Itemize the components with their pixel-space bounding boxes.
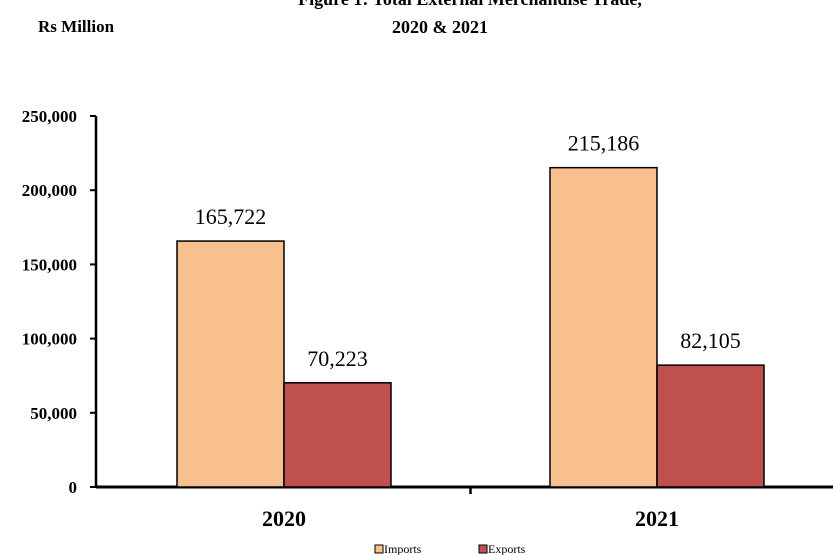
y-tick-label: 100,000	[22, 330, 77, 349]
chart-title-line-2: 2020 & 2021	[392, 17, 488, 37]
y-tick-label: 150,000	[22, 255, 77, 274]
chart-title-line-1: Figure 1: Total External Merchandise Tra…	[298, 0, 642, 9]
data-label-imports-2020: 165,722	[195, 204, 267, 229]
x-tick-label: 2021	[635, 506, 679, 531]
bar-imports-2021	[549, 166, 658, 488]
x-tick-label: 2020	[262, 506, 306, 531]
legend-swatch-exports	[478, 544, 488, 554]
plot-area: 0 50,000 100,000 150,000 200,000 250,000 165,7…	[22, 107, 833, 555]
legend-label-imports: Imports	[384, 542, 422, 555]
y-tick-label: 250,000	[22, 107, 77, 126]
bar-exports-2021	[656, 364, 765, 488]
legend-label-exports: Exports	[488, 542, 526, 555]
data-label-exports-2021: 82,105	[680, 328, 741, 353]
unit-label: Rs Million	[38, 17, 115, 36]
data-label-exports-2020: 70,223	[307, 346, 368, 371]
legend-swatch-imports	[374, 544, 384, 554]
bar-imports-2020	[176, 240, 285, 488]
y-tick-label: 0	[69, 478, 78, 497]
data-label-imports-2021: 215,186	[568, 131, 640, 156]
y-tick-label: 50,000	[30, 404, 77, 423]
y-tick-label: 200,000	[22, 181, 77, 200]
bar-exports-2020	[283, 382, 392, 488]
